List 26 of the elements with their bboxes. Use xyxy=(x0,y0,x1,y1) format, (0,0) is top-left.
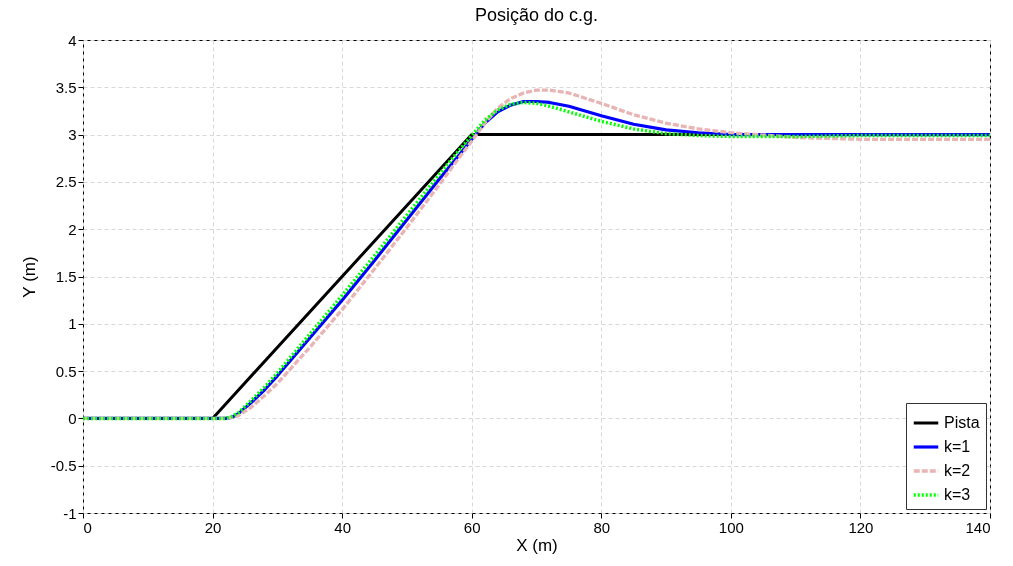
y-tick-label: 1 xyxy=(68,315,77,333)
legend-label: k=2 xyxy=(944,462,971,479)
y-tick-label: 3 xyxy=(68,126,77,144)
y-axis-title: Y (m) xyxy=(19,256,39,298)
y-tick-label: 2 xyxy=(68,220,77,238)
y-tick-label: 0 xyxy=(68,409,77,427)
chart-title: Posição do c.g. xyxy=(474,5,599,25)
y-tick-label: 1.5 xyxy=(55,268,77,285)
y-tick-label: 3.5 xyxy=(55,78,77,96)
legend-label: k=3 xyxy=(944,486,971,503)
x-tick-label: 80 xyxy=(593,518,611,536)
y-tick-label: 2.5 xyxy=(55,173,77,191)
y-tick-label: 4 xyxy=(68,31,77,49)
x-tick-label: 20 xyxy=(204,518,222,536)
y-tick-label: 0.5 xyxy=(55,362,77,380)
x-axis-title: X (m) xyxy=(516,535,558,555)
y-tick-label: -1 xyxy=(63,504,77,522)
x-tick-label: 0 xyxy=(83,518,92,536)
x-tick-label: 40 xyxy=(334,518,351,536)
x-tick-label: 120 xyxy=(848,518,874,536)
y-tick-label: -0.5 xyxy=(50,457,77,475)
legend-label: Pista xyxy=(944,414,980,431)
x-tick-label: 100 xyxy=(718,518,744,536)
x-tick-label: 60 xyxy=(463,518,481,536)
legend-label: k=1 xyxy=(944,438,971,455)
x-tick-label: 140 xyxy=(965,518,991,536)
